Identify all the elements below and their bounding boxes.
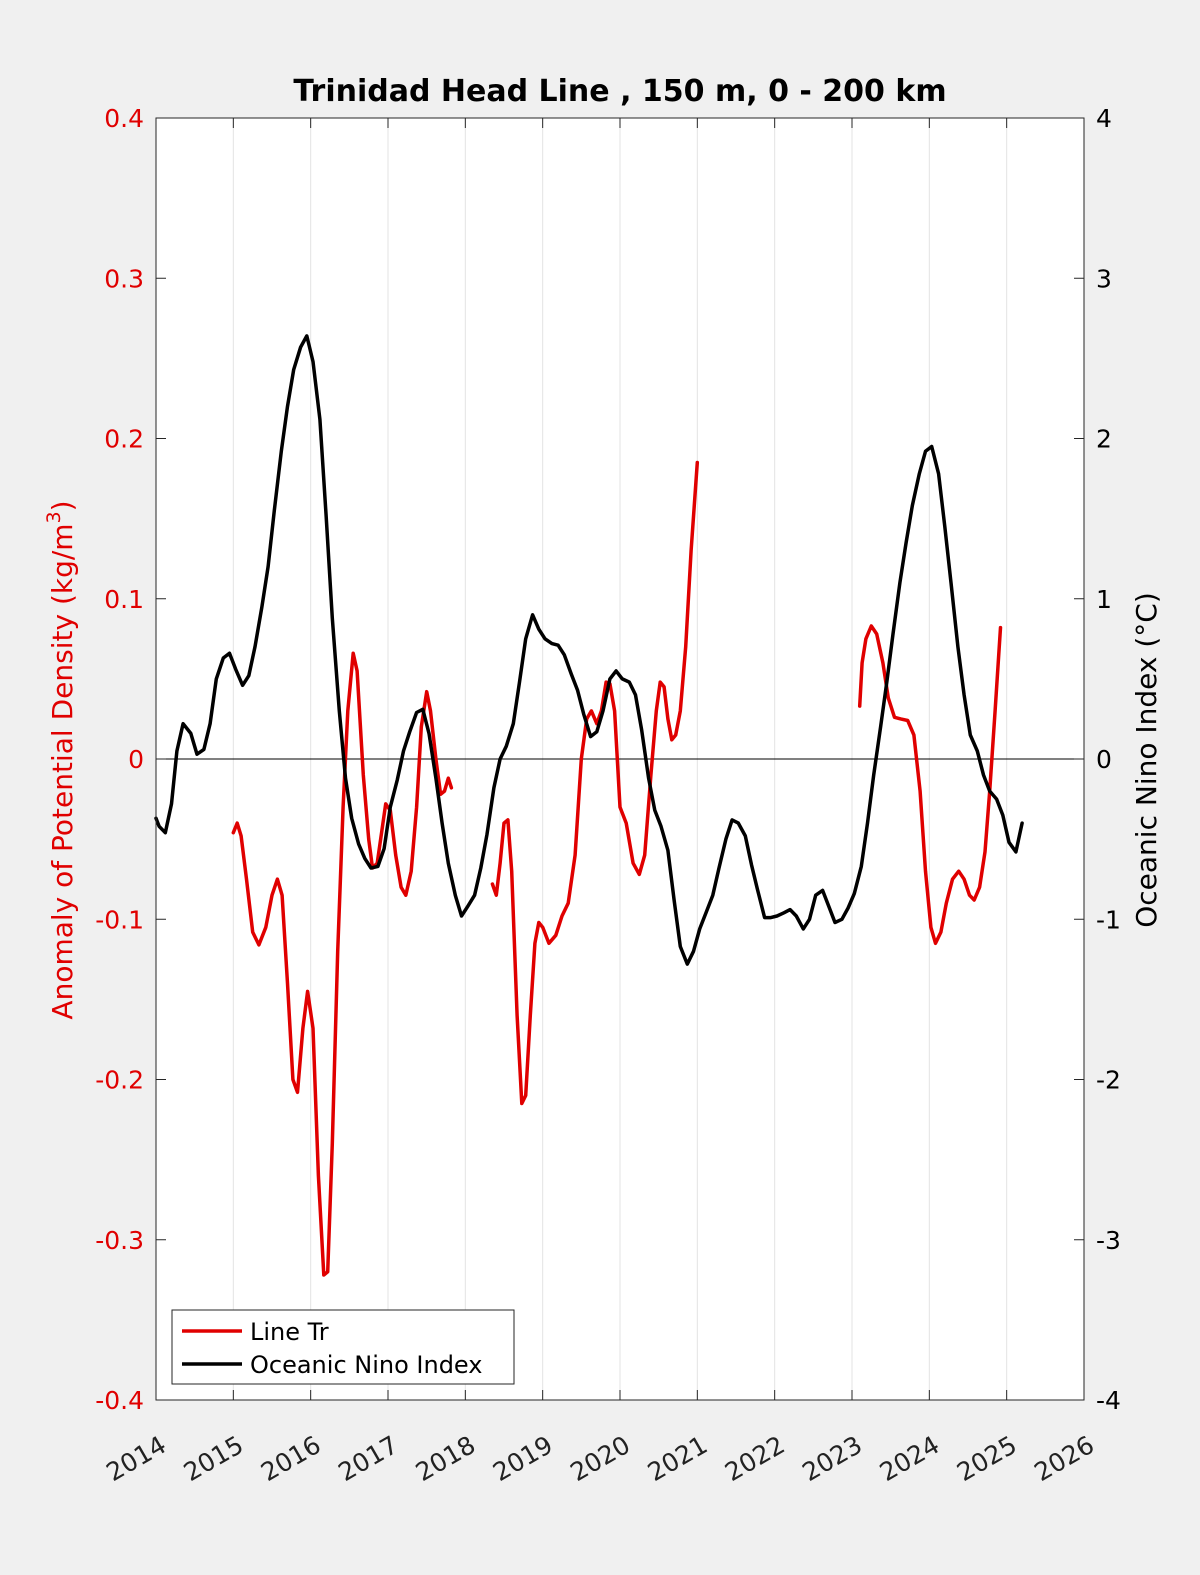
y-right-tick-label: 3 <box>1096 264 1112 293</box>
y-axis-right-label: Oceanic Nino Index (°C) <box>1130 592 1163 928</box>
y-axis-left-label: Anomaly of Potential Density (kg/m3) <box>43 500 79 1019</box>
y-right-tick-label: 1 <box>1096 585 1112 614</box>
y-left-tick-label: 0 <box>128 745 144 774</box>
y-left-tick-label: -0.1 <box>95 905 144 934</box>
legend: Line Tr Oceanic Nino Index <box>171 1309 515 1385</box>
y-right-tick-label: -3 <box>1096 1226 1121 1255</box>
legend-label-line-tr: Line Tr <box>250 1318 329 1346</box>
y-left-tick-label: 0.2 <box>104 425 144 454</box>
line-tr-series-segment <box>231 651 454 1277</box>
y-left-tick-label: 0.4 <box>104 104 144 133</box>
legend-label-oni: Oceanic Nino Index <box>250 1351 482 1379</box>
y-right-tick-label: 2 <box>1096 425 1112 454</box>
y-right-tick-label: 0 <box>1096 745 1112 774</box>
chart-title: Trinidad Head Line , 150 m, 0 - 200 km <box>293 74 946 109</box>
line-tr-series-segment <box>490 460 700 1106</box>
y-right-tick-label: 4 <box>1096 104 1112 133</box>
series-layer <box>154 334 1024 1277</box>
y-left-tick-label: -0.3 <box>95 1226 144 1255</box>
y-axis-left-label-close: ) <box>46 500 79 511</box>
y-left-tick-label: -0.4 <box>95 1386 144 1415</box>
oceanic-nino-index-series-segment <box>154 334 1024 966</box>
line-tr-series-segment <box>857 624 1003 946</box>
y-left-tick-label: 0.1 <box>104 585 144 614</box>
y-right-tick-label: -4 <box>1096 1386 1121 1415</box>
y-axis-left-label-sup: 3 <box>43 511 65 523</box>
legend-box <box>171 1309 515 1385</box>
y-left-tick-label: -0.2 <box>95 1066 144 1095</box>
y-axis-left-label-main: Anomaly of Potential Density (kg/m <box>46 523 79 1019</box>
y-left-tick-label: 0.3 <box>104 264 144 293</box>
y-right-tick-label: -1 <box>1096 905 1121 934</box>
y-right-tick-label: -2 <box>1096 1066 1121 1095</box>
